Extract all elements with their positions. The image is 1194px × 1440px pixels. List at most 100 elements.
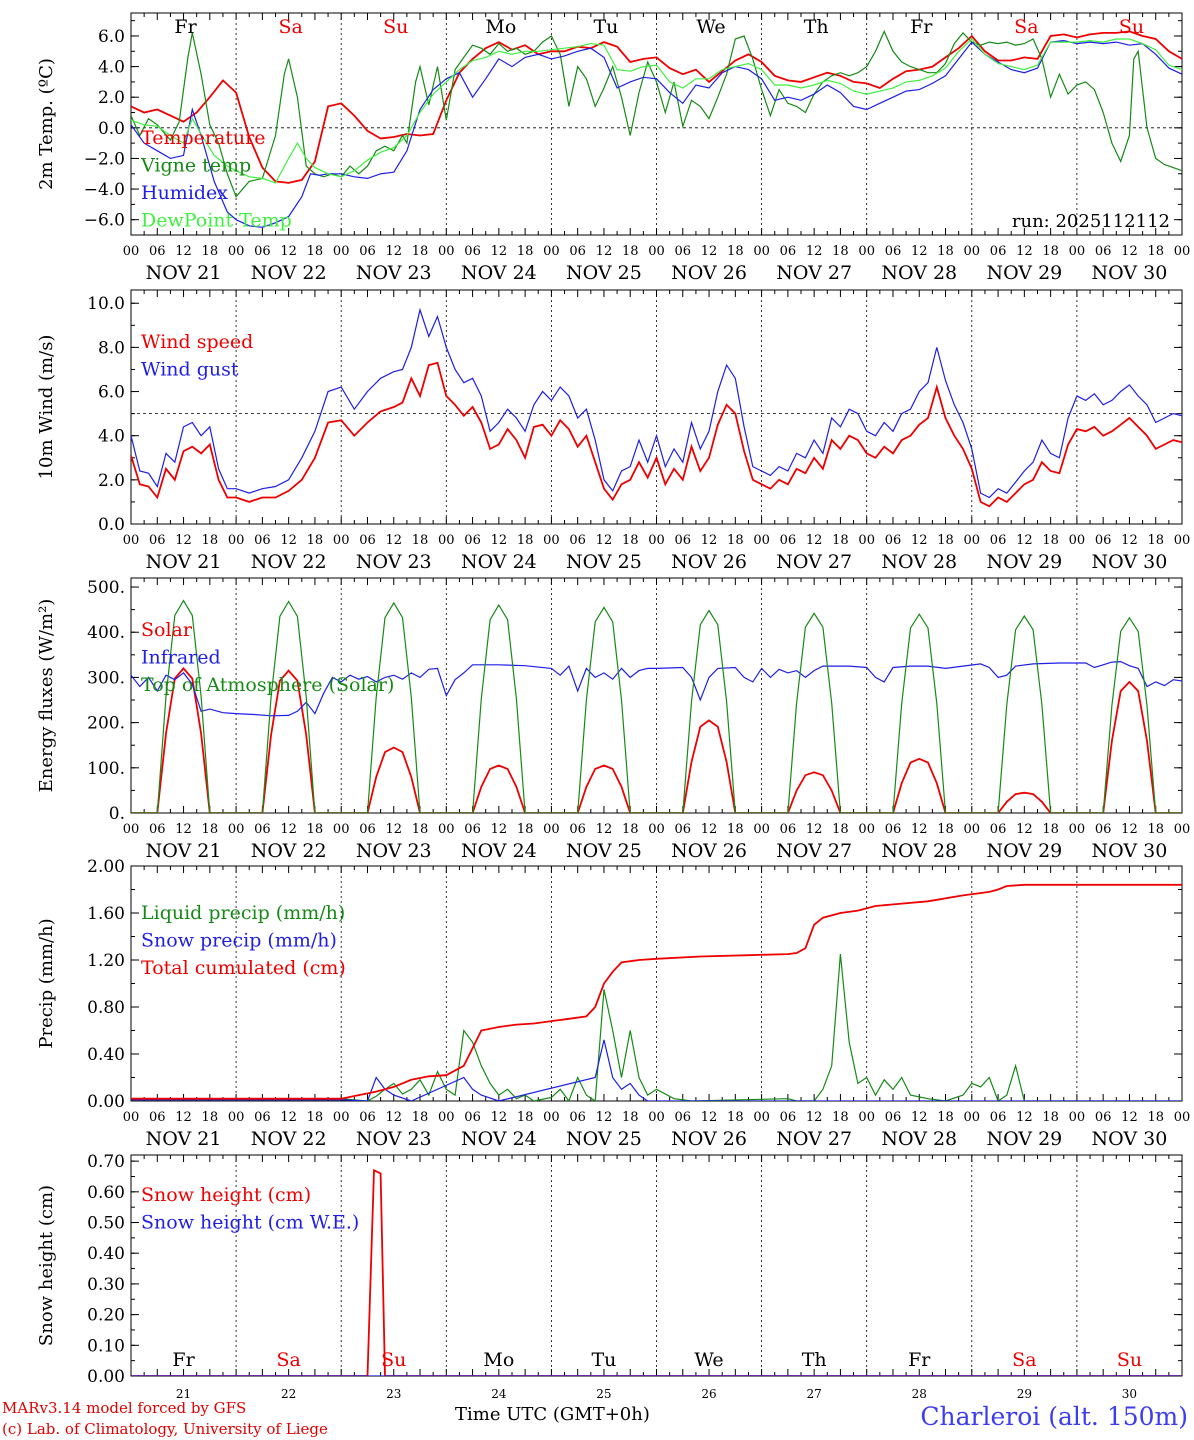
hour-tick-label: 06	[675, 822, 692, 837]
y-tick-label: −4.0	[84, 180, 125, 200]
hour-tick-label: 00	[964, 1110, 981, 1125]
hour-tick-label: 18	[727, 244, 744, 259]
date-label: NOV 21	[146, 840, 222, 862]
hour-tick-label: 00	[753, 822, 770, 837]
hour-tick-label: 18	[1042, 822, 1059, 837]
y-tick-label: 0.50	[87, 1214, 125, 1234]
hour-tick-label: 00	[438, 1110, 455, 1125]
hour-tick-label: 18	[517, 1110, 534, 1125]
hour-tick-label: 12	[806, 1110, 823, 1125]
hour-tick-label: 00	[964, 822, 981, 837]
date-label: NOV 25	[566, 262, 642, 284]
hour-tick-label: 06	[990, 822, 1007, 837]
hour-tick-label: 18	[832, 822, 849, 837]
hour-tick-label: 18	[1042, 533, 1059, 548]
date-label: NOV 29	[986, 1128, 1062, 1150]
run-annotation: run: 2025112112	[1012, 211, 1170, 232]
hour-tick-label: 06	[885, 533, 902, 548]
day-name-label: Fr	[172, 1349, 195, 1371]
hour-tick-label: 00	[1069, 1110, 1086, 1125]
hour-tick-label: 06	[149, 1110, 166, 1125]
y-tick-label: 0.0	[98, 119, 125, 139]
date-label: NOV 22	[251, 840, 327, 862]
date-label: NOV 25	[566, 840, 642, 862]
day-name-label: Fr	[174, 16, 197, 38]
hour-tick-label: 00	[1174, 533, 1191, 548]
lab-credit: (c) Lab. of Climatology, University of L…	[2, 1420, 328, 1438]
hour-tick-label: 18	[412, 1110, 429, 1125]
date-label: NOV 29	[986, 551, 1062, 573]
date-label: NOV 27	[776, 551, 852, 573]
y-tick-label: 2.00	[87, 857, 125, 877]
hour-tick-label: 12	[1016, 1110, 1033, 1125]
series-top-of-atmosphere-solar-	[131, 599, 1182, 813]
date-label: NOV 25	[566, 1128, 642, 1150]
hour-tick-label: 00	[858, 533, 875, 548]
y-tick-label: 0.40	[87, 1244, 125, 1264]
y-tick-label: −2.0	[84, 149, 125, 169]
y-tick-label: 0.	[109, 804, 125, 824]
y-tick-label: 2.0	[98, 88, 125, 108]
hour-tick-label: 12	[701, 533, 718, 548]
panel-snow: 0.00 0.10 0.20 0.30 0.40 0.50 0.60 0.70 Snow hei…	[36, 1152, 1183, 1401]
legend-entry: Temperature	[141, 127, 265, 149]
hour-tick-label: 18	[307, 533, 324, 548]
series-wind-gust	[131, 307, 1182, 499]
hour-tick-label: 12	[596, 822, 613, 837]
hour-tick-label: 06	[1095, 533, 1112, 548]
hour-tick-label: 06	[990, 244, 1007, 259]
hour-tick-label: 00	[438, 533, 455, 548]
hour-tick-label: 00	[333, 1110, 350, 1125]
date-label: NOV 25	[566, 551, 642, 573]
y-tick-label: 0.40	[87, 1045, 125, 1065]
date-label: NOV 27	[776, 1128, 852, 1150]
date-label: NOV 23	[356, 840, 432, 862]
legend-entry: DewPoint Temp	[141, 210, 292, 232]
date-label: NOV 28	[881, 1128, 957, 1150]
hour-tick-label: 00	[543, 244, 560, 259]
hour-tick-label: 18	[412, 244, 429, 259]
legend-entry: Liquid precip (mm/h)	[141, 902, 345, 924]
hour-tick-label: 18	[202, 1110, 219, 1125]
hour-tick-label: 06	[675, 1110, 692, 1125]
hour-tick-label: 12	[1121, 822, 1138, 837]
day-name-label: Su	[381, 1349, 406, 1371]
hour-tick-label: 00	[438, 244, 455, 259]
hour-tick-label: 06	[359, 244, 376, 259]
panel-precip: 0.00 0.40 0.80 1.20 1.60 2.00 Precip (mm/h) 00 0…	[36, 857, 1190, 1150]
hour-tick-label: 00	[858, 1110, 875, 1125]
hour-tick-label: 00	[648, 1110, 665, 1125]
day-number-label: 23	[386, 1387, 401, 1401]
hour-tick-label: 00	[1069, 822, 1086, 837]
hour-tick-label: 18	[517, 533, 534, 548]
hour-tick-label: 00	[333, 533, 350, 548]
hour-tick-label: 00	[1069, 244, 1086, 259]
hour-tick-label: 00	[1174, 822, 1191, 837]
hour-tick-label: 12	[280, 533, 297, 548]
y-tick-label: 0.80	[87, 998, 125, 1018]
hour-tick-label: 12	[596, 533, 613, 548]
hour-tick-label: 06	[990, 533, 1007, 548]
legend-entry: Vigne temp	[140, 155, 251, 177]
hour-tick-label: 00	[333, 822, 350, 837]
hour-tick-label: 18	[937, 822, 954, 837]
hour-tick-label: 06	[464, 822, 481, 837]
day-name-label: Sa	[276, 1349, 300, 1371]
day-number-label: 21	[176, 1387, 191, 1401]
hour-tick-label: 12	[385, 244, 402, 259]
hour-tick-label: 12	[491, 533, 508, 548]
hour-tick-label: 12	[280, 1110, 297, 1125]
hour-tick-label: 18	[622, 244, 639, 259]
hour-tick-label: 06	[675, 244, 692, 259]
hour-tick-label: 12	[175, 822, 192, 837]
hour-tick-label: 12	[1121, 244, 1138, 259]
hour-tick-label: 06	[149, 244, 166, 259]
day-number-label: 27	[807, 1387, 822, 1401]
hour-tick-label: 12	[491, 244, 508, 259]
day-name-label: Sa	[1014, 16, 1038, 38]
hour-tick-label: 06	[780, 244, 797, 259]
legend-entry: Wind speed	[141, 331, 253, 353]
y-axis-label: Snow height (cm)	[36, 1185, 57, 1346]
day-number-label: 26	[701, 1387, 716, 1401]
date-label: NOV 22	[251, 1128, 327, 1150]
